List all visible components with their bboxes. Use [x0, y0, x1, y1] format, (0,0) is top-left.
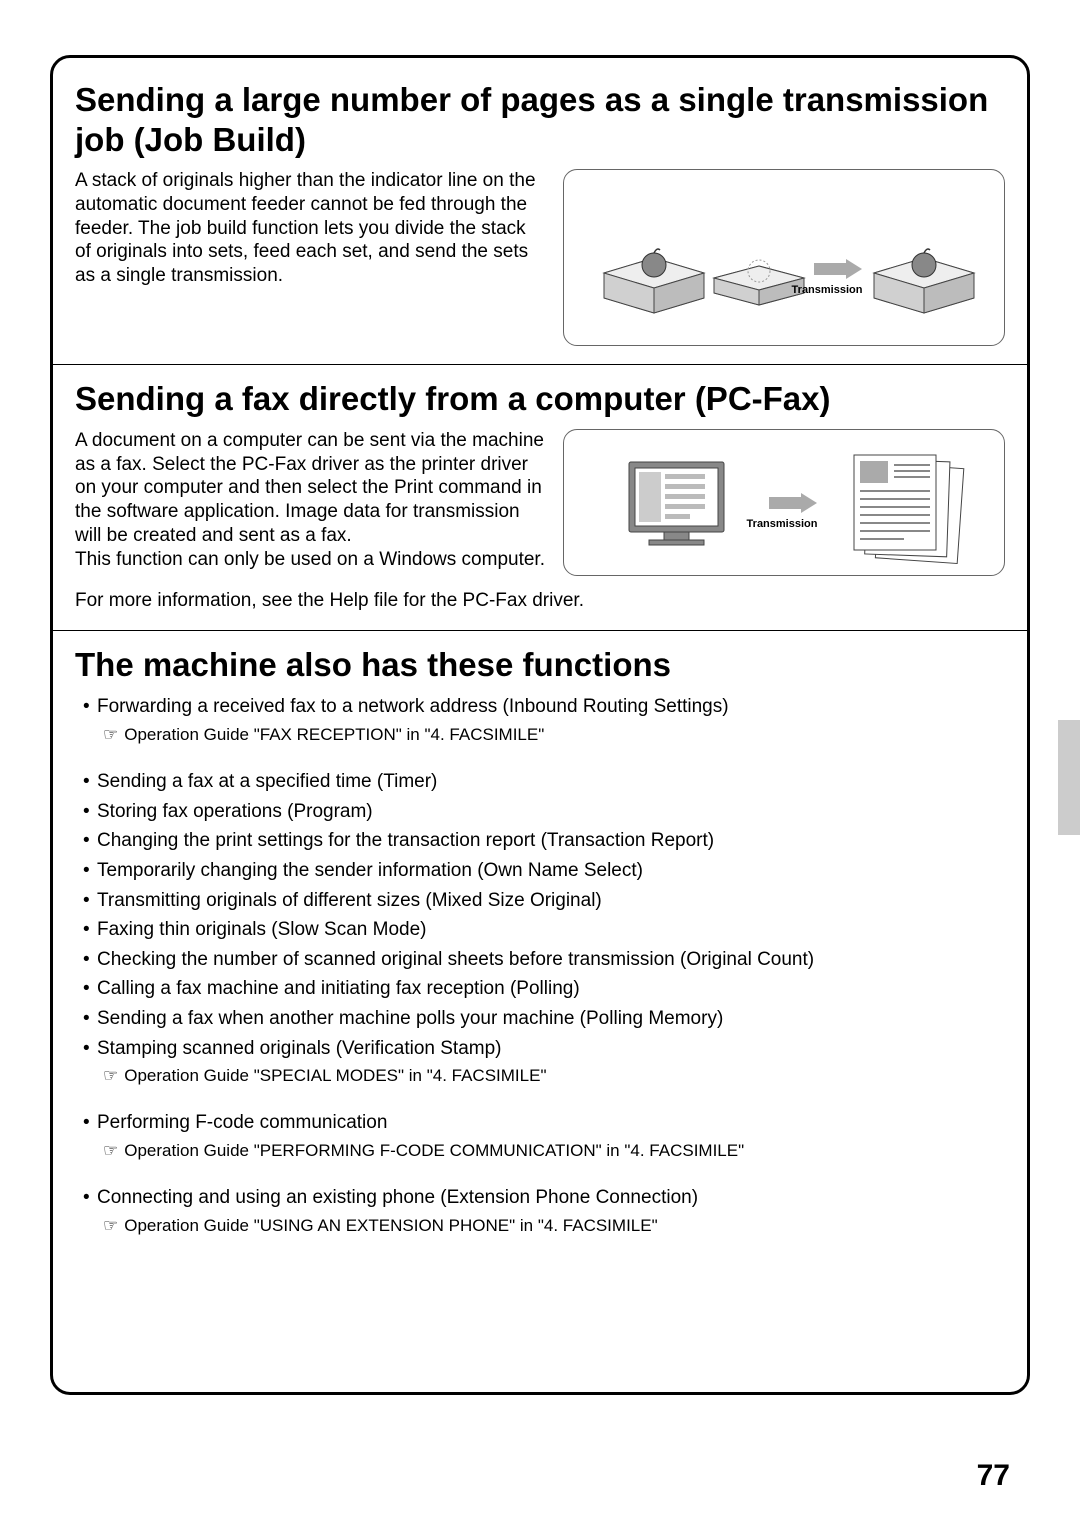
illustration-job-build: Transmission [563, 169, 1005, 346]
function-item: Calling a fax machine and initiating fax… [83, 976, 1005, 1002]
function-item: Storing fax operations (Program) [83, 799, 1005, 825]
function-item: Changing the print settings for the tran… [83, 828, 1005, 854]
function-item: Forwarding a received fax to a network a… [83, 694, 1005, 720]
section-title: Sending a large number of pages as a sin… [75, 80, 1005, 159]
function-list: Forwarding a received fax to a network a… [83, 694, 1005, 1237]
divider [53, 630, 1027, 631]
pointer-icon: ☞ [103, 1216, 118, 1235]
pc-fax-info: For more information, see the Help file … [75, 590, 1005, 612]
function-item: Sending a fax when another machine polls… [83, 1006, 1005, 1032]
function-item: Sending a fax at a specified time (Timer… [83, 769, 1005, 795]
function-item: Temporarily changing the sender informat… [83, 858, 1005, 884]
svg-text:Transmission: Transmission [747, 518, 818, 530]
section-job-build: Sending a large number of pages as a sin… [75, 80, 1005, 364]
function-item: Stamping scanned originals (Verification… [83, 1036, 1005, 1062]
operation-guide-ref: ☞Operation Guide "FAX RECEPTION" in "4. … [103, 724, 1005, 747]
job-build-svg: Transmission [574, 178, 994, 338]
section-title: Sending a fax directly from a computer (… [75, 379, 1005, 419]
section-body: A document on a computer can be sent via… [75, 429, 545, 572]
section-pc-fax: Sending a fax directly from a computer (… [75, 379, 1005, 630]
function-item: Performing F-code communication [83, 1110, 1005, 1136]
manual-page: Sending a large number of pages as a sin… [0, 0, 1080, 1528]
operation-guide-ref: ☞Operation Guide "PERFORMING F-CODE COMM… [103, 1140, 1005, 1163]
side-tab [1058, 720, 1080, 835]
operation-guide-ref: ☞Operation Guide "SPECIAL MODES" in "4. … [103, 1065, 1005, 1088]
section-other-functions: The machine also has these functions For… [75, 645, 1005, 1262]
illustration-pc-fax: Transmission [563, 429, 1005, 576]
function-item: Faxing thin originals (Slow Scan Mode) [83, 917, 1005, 943]
function-item: Transmitting originals of different size… [83, 888, 1005, 914]
section-body: A stack of originals higher than the ind… [75, 169, 545, 288]
section-title: The machine also has these functions [75, 645, 1005, 685]
operation-guide-ref: ☞Operation Guide "USING AN EXTENSION PHO… [103, 1215, 1005, 1238]
svg-text:Transmission: Transmission [792, 284, 863, 296]
pointer-icon: ☞ [103, 1141, 118, 1160]
divider [53, 364, 1027, 365]
content-frame: Sending a large number of pages as a sin… [50, 55, 1030, 1395]
pc-fax-svg: Transmission [574, 437, 994, 567]
pointer-icon: ☞ [103, 725, 118, 744]
function-item: Connecting and using an existing phone (… [83, 1185, 1005, 1211]
page-number: 77 [977, 1459, 1010, 1493]
pointer-icon: ☞ [103, 1066, 118, 1085]
function-item: Checking the number of scanned original … [83, 947, 1005, 973]
